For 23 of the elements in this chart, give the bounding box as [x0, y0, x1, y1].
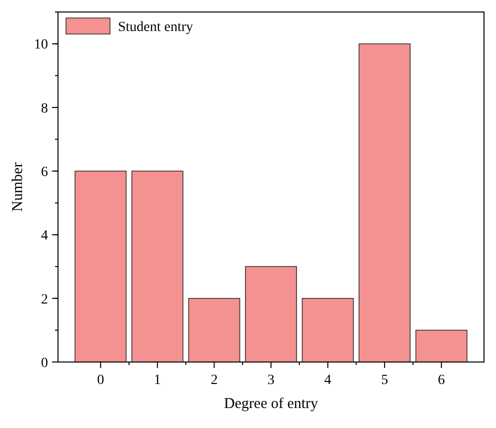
x-tick-label: 1 — [154, 373, 161, 388]
y-axis-title: Number — [10, 162, 26, 212]
bar — [302, 298, 354, 362]
x-tick-label: 6 — [438, 373, 445, 388]
y-tick-label: 4 — [41, 228, 48, 244]
x-tick-label: 5 — [381, 373, 388, 388]
y-tick-label: 2 — [41, 292, 48, 308]
bar — [188, 298, 240, 362]
bar — [415, 330, 468, 362]
y-tick-label: 10 — [34, 38, 48, 53]
x-tick-label: 0 — [97, 373, 104, 388]
bar — [358, 43, 411, 362]
y-tick-label: 0 — [41, 356, 48, 371]
y-tick-label: 8 — [41, 101, 48, 116]
bar — [74, 170, 127, 362]
y-tick-label: 6 — [41, 164, 48, 180]
bar — [245, 266, 297, 362]
x-tick-label: 3 — [268, 373, 274, 388]
bar — [131, 170, 184, 362]
x-tick-label: 4 — [324, 373, 332, 388]
legend-label: Student entry — [118, 20, 194, 35]
x-axis-title: Degree of entry — [224, 396, 319, 412]
x-tick-label: 2 — [210, 373, 218, 388]
